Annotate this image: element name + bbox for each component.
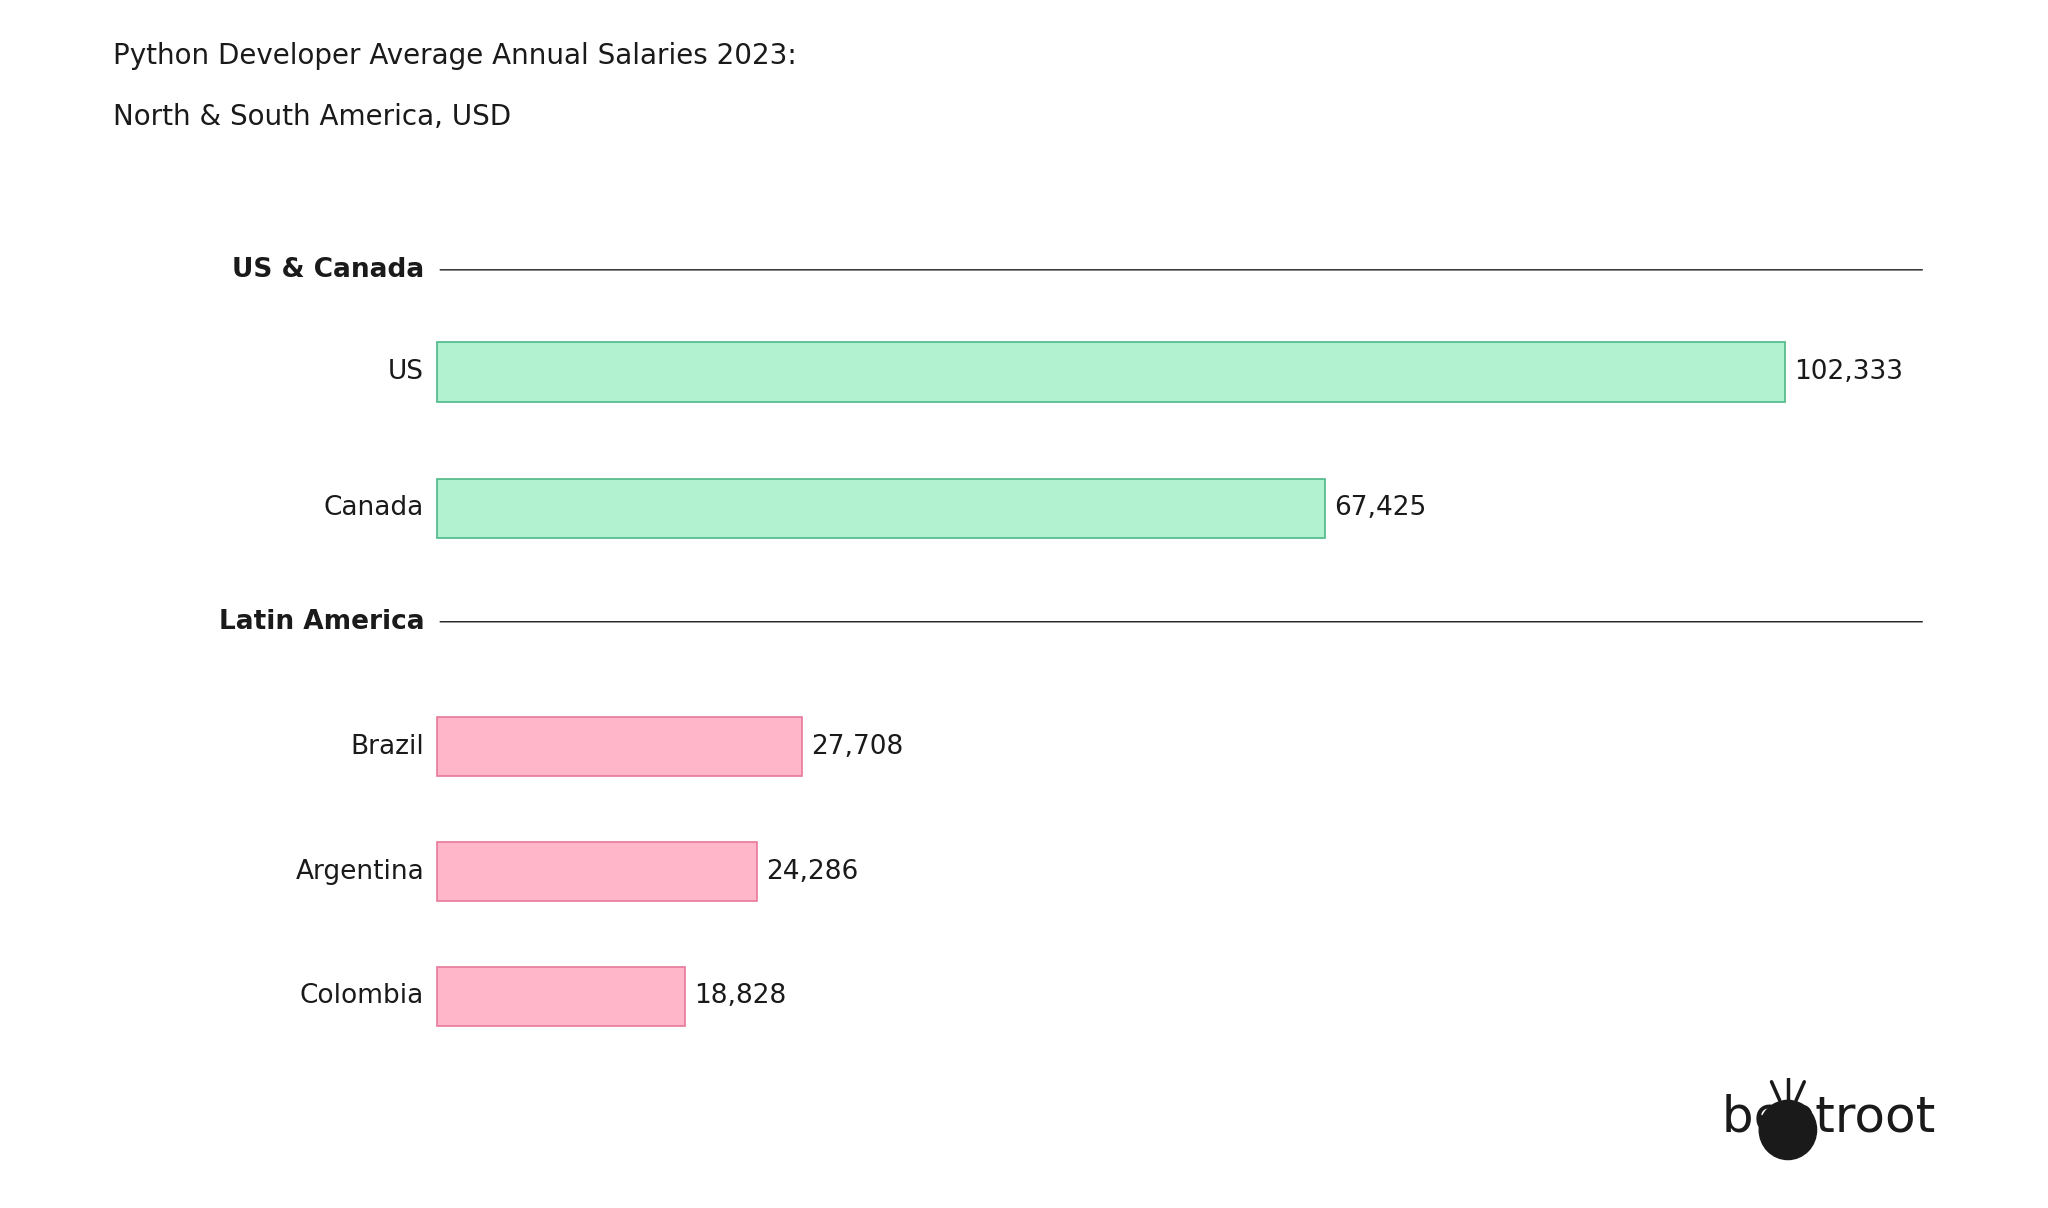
Bar: [438, 966, 686, 1026]
Text: Argentina: Argentina: [295, 859, 424, 884]
Text: Brazil: Brazil: [350, 733, 424, 760]
Circle shape: [1759, 1100, 1817, 1160]
Text: 24,286: 24,286: [766, 859, 858, 884]
Text: beetroot: beetroot: [1706, 1093, 1935, 1142]
Bar: [438, 718, 803, 777]
Text: 27,708: 27,708: [811, 733, 903, 760]
Text: 102,333: 102,333: [1794, 359, 1903, 385]
Text: 67,425: 67,425: [1335, 495, 1427, 521]
Text: US & Canada: US & Canada: [231, 257, 424, 283]
Bar: [438, 478, 1325, 538]
Text: Colombia: Colombia: [299, 983, 424, 1010]
Bar: [438, 842, 758, 901]
Text: Latin America: Latin America: [219, 609, 424, 634]
Bar: [438, 343, 1784, 401]
Text: US: US: [389, 359, 424, 385]
Text: 18,828: 18,828: [694, 983, 786, 1010]
Text: North & South America, USD: North & South America, USD: [113, 103, 510, 130]
Text: Canada: Canada: [324, 495, 424, 521]
Text: Python Developer Average Annual Salaries 2023:: Python Developer Average Annual Salaries…: [113, 42, 797, 70]
